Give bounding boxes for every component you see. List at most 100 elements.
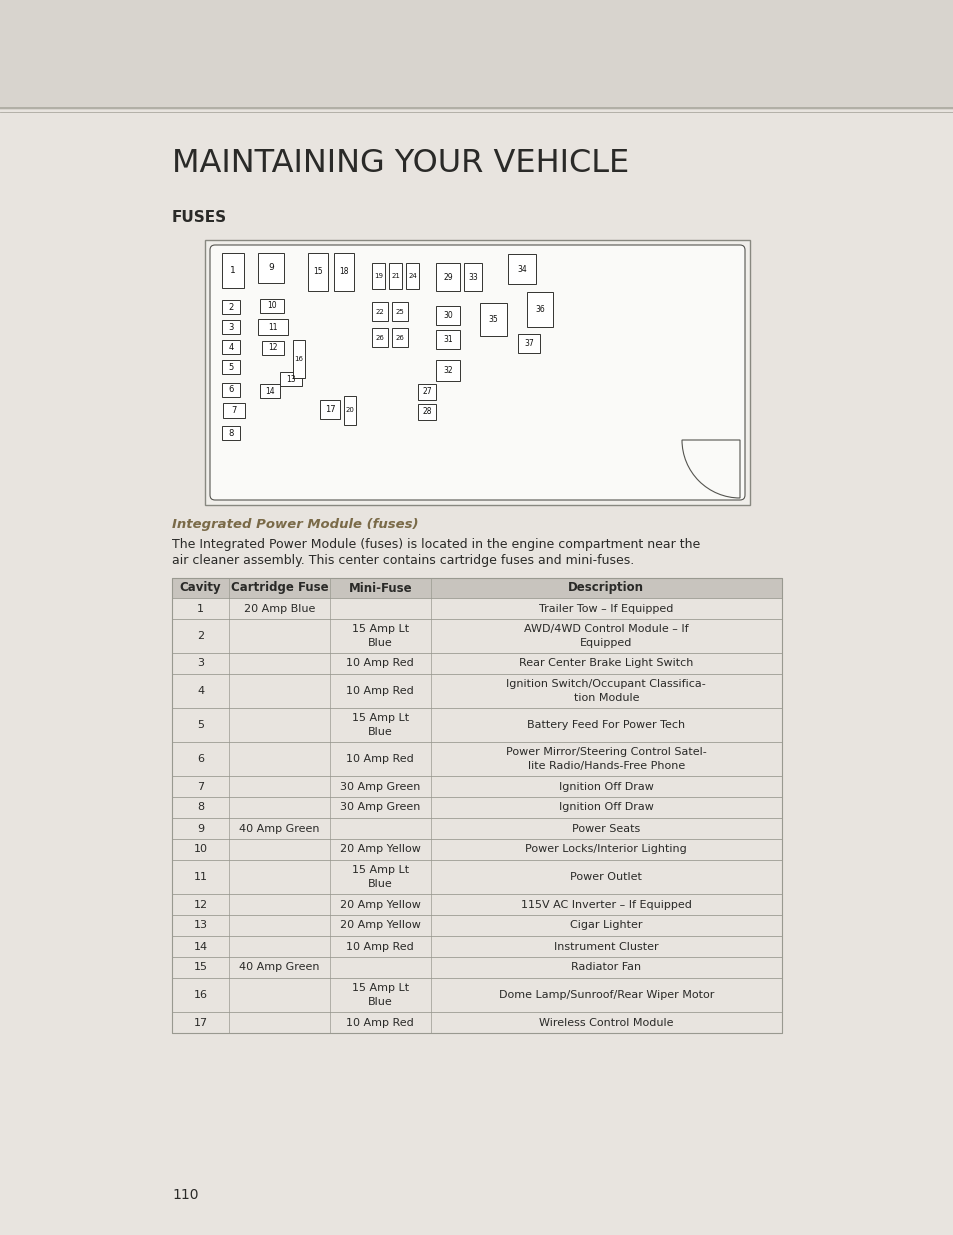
Bar	[436, 263, 459, 291]
Bar	[372, 303, 388, 321]
Bar	[372, 263, 385, 289]
Bar	[222, 426, 240, 440]
Text: 28: 28	[422, 408, 432, 416]
Text: 29: 29	[443, 273, 453, 282]
Bar	[262, 341, 284, 354]
Bar	[293, 340, 305, 378]
Text: 6: 6	[228, 385, 233, 394]
Text: 25: 25	[395, 309, 404, 315]
Text: 4: 4	[228, 342, 233, 352]
Bar	[389, 263, 401, 289]
Text: 14: 14	[193, 941, 208, 951]
Bar	[507, 254, 536, 284]
Text: 10 Amp Red: 10 Amp Red	[346, 941, 414, 951]
Text: 19: 19	[374, 273, 382, 279]
Text: 15 Amp Lt
Blue: 15 Amp Lt Blue	[352, 866, 409, 889]
Text: 30 Amp Green: 30 Amp Green	[340, 803, 420, 813]
Text: Trailer Tow – If Equipped: Trailer Tow – If Equipped	[538, 604, 673, 614]
Text: Wireless Control Module: Wireless Control Module	[538, 1018, 673, 1028]
Bar	[280, 372, 302, 387]
Bar	[172, 797, 781, 818]
Text: MAINTAINING YOUR VEHICLE: MAINTAINING YOUR VEHICLE	[172, 147, 629, 179]
Text: 5: 5	[197, 720, 204, 730]
Bar	[526, 291, 553, 327]
Text: Ignition Off Draw: Ignition Off Draw	[558, 782, 653, 792]
Text: Cartridge Fuse: Cartridge Fuse	[231, 582, 328, 594]
Text: Integrated Power Module (fuses): Integrated Power Module (fuses)	[172, 517, 418, 531]
Text: 1: 1	[230, 266, 235, 275]
Text: AWD/4WD Control Module – If
Equipped: AWD/4WD Control Module – If Equipped	[523, 625, 688, 647]
Bar	[436, 359, 459, 382]
Bar	[308, 253, 328, 291]
Bar	[205, 240, 749, 505]
Bar	[222, 383, 240, 396]
Text: 10 Amp Red: 10 Amp Red	[346, 1018, 414, 1028]
Bar	[172, 578, 781, 1032]
Text: 15 Amp Lt
Blue: 15 Amp Lt Blue	[352, 625, 409, 647]
Text: Mini-Fuse: Mini-Fuse	[348, 582, 412, 594]
Text: 9: 9	[268, 263, 274, 273]
Text: 26: 26	[375, 335, 384, 341]
Bar	[463, 263, 481, 291]
Text: 33: 33	[468, 273, 477, 282]
Bar	[372, 329, 388, 347]
Text: 3: 3	[228, 322, 233, 331]
Text: Instrument Cluster: Instrument Cluster	[554, 941, 658, 951]
Text: 12: 12	[268, 343, 277, 352]
Bar	[334, 253, 354, 291]
Bar	[0, 0, 953, 110]
Bar	[392, 329, 408, 347]
Text: 7: 7	[231, 406, 236, 415]
Text: 4: 4	[197, 685, 204, 697]
Text: 11: 11	[193, 872, 208, 882]
Bar	[172, 653, 781, 674]
Wedge shape	[681, 440, 740, 498]
Text: 17: 17	[193, 1018, 208, 1028]
Bar	[222, 320, 240, 333]
Text: 24: 24	[408, 273, 416, 279]
Bar	[257, 253, 284, 283]
Text: 30: 30	[442, 311, 453, 320]
Bar	[222, 359, 240, 374]
Text: 8: 8	[228, 429, 233, 437]
Text: 5: 5	[228, 363, 233, 372]
Text: 15 Amp Lt
Blue: 15 Amp Lt Blue	[352, 983, 409, 1007]
Bar	[436, 306, 459, 325]
Text: 22: 22	[375, 309, 384, 315]
Bar	[172, 742, 781, 776]
Text: Dome Lamp/Sunroof/Rear Wiper Motor: Dome Lamp/Sunroof/Rear Wiper Motor	[498, 990, 713, 1000]
Bar	[222, 340, 240, 354]
Text: 6: 6	[197, 755, 204, 764]
Bar	[172, 598, 781, 619]
Text: 13: 13	[286, 374, 295, 384]
Text: 15 Amp Lt
Blue: 15 Amp Lt Blue	[352, 714, 409, 736]
Text: 36: 36	[535, 305, 544, 314]
Text: Cigar Lighter: Cigar Lighter	[570, 920, 642, 930]
Bar	[436, 330, 459, 350]
Bar	[172, 619, 781, 653]
Text: Cavity: Cavity	[180, 582, 221, 594]
Text: 35: 35	[488, 315, 497, 324]
Bar	[172, 776, 781, 797]
Bar	[172, 936, 781, 957]
Text: 110: 110	[172, 1188, 198, 1202]
Bar	[172, 915, 781, 936]
Text: 10 Amp Red: 10 Amp Red	[346, 658, 414, 668]
Text: 11: 11	[268, 322, 277, 331]
Text: 17: 17	[324, 405, 335, 414]
Bar	[260, 299, 284, 312]
Text: Power Locks/Interior Lighting: Power Locks/Interior Lighting	[525, 845, 686, 855]
Text: Description: Description	[568, 582, 643, 594]
Bar	[172, 1011, 781, 1032]
Bar	[172, 839, 781, 860]
Text: The Integrated Power Module (fuses) is located in the engine compartment near th: The Integrated Power Module (fuses) is l…	[172, 538, 700, 551]
Text: 1: 1	[197, 604, 204, 614]
Text: Rear Center Brake Light Switch: Rear Center Brake Light Switch	[518, 658, 693, 668]
Bar	[172, 708, 781, 742]
Bar	[417, 404, 436, 420]
Text: 30 Amp Green: 30 Amp Green	[340, 782, 420, 792]
Text: 3: 3	[197, 658, 204, 668]
Text: 10 Amp Red: 10 Amp Red	[346, 755, 414, 764]
Text: 12: 12	[193, 899, 208, 909]
Bar	[319, 400, 339, 419]
